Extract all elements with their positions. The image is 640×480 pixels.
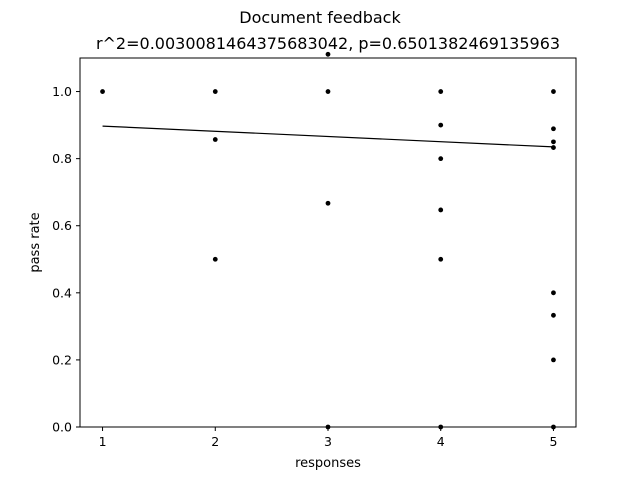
chart-subtitle: r^2=0.0030081464375683042, p=0.650138246… — [96, 34, 560, 53]
x-tick-label: 4 — [437, 434, 445, 449]
x-axis-label: responses — [295, 456, 361, 471]
y-axis: 0.0 0.2 0.4 0.6 0.8 1.0 — [52, 84, 80, 435]
y-tick-label: 0.6 — [52, 218, 72, 233]
data-point — [325, 200, 331, 206]
y-tick-label: 1.0 — [52, 84, 72, 99]
data-point — [438, 256, 444, 262]
data-point — [212, 256, 218, 262]
data-point — [551, 89, 556, 94]
plot-area — [100, 51, 556, 430]
y-axis-label: pass rate — [28, 212, 43, 272]
data-point — [438, 89, 444, 94]
data-point — [551, 145, 556, 150]
data-point — [551, 290, 556, 296]
x-tick-label: 3 — [324, 434, 332, 449]
data-point — [438, 122, 444, 128]
data-point — [325, 89, 331, 94]
y-tick-label: 0.2 — [52, 352, 72, 367]
regression-line — [102, 125, 554, 148]
x-axis: 1 2 3 4 5 — [99, 427, 557, 449]
data-point — [551, 357, 556, 363]
x-tick-label: 5 — [549, 434, 557, 449]
data-point — [551, 139, 556, 145]
data-point — [325, 51, 331, 57]
data-point — [212, 137, 218, 142]
data-point — [438, 207, 444, 213]
y-tick-label: 0.4 — [52, 285, 72, 300]
y-tick-label: 0.0 — [52, 420, 72, 435]
chart-title: Document feedback — [239, 8, 401, 27]
x-tick-label: 2 — [211, 434, 219, 449]
data-point — [438, 156, 444, 162]
data-point — [551, 312, 556, 318]
x-tick-label: 1 — [99, 434, 107, 449]
data-point — [100, 89, 105, 94]
data-point — [551, 126, 556, 132]
y-tick-label: 0.8 — [52, 151, 72, 166]
axes-frame — [79, 57, 577, 428]
data-point — [212, 89, 218, 94]
